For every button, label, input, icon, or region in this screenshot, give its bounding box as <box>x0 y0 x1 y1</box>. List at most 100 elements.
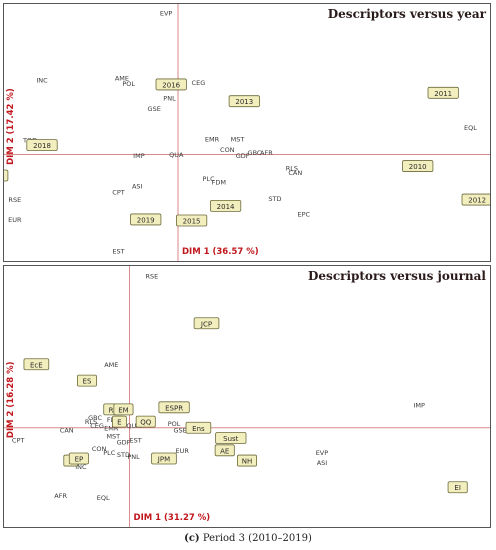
descriptor-label: EQL <box>464 124 477 132</box>
descriptor-label: GBC <box>248 149 262 157</box>
category-marker: AE <box>214 444 235 457</box>
descriptor-label: RLS <box>85 418 97 426</box>
descriptor-label: CAN <box>288 169 302 177</box>
descriptor-label: GDF <box>236 152 250 160</box>
descriptor-label: EVP <box>316 449 329 457</box>
x-axis-label: DIM 1 (36.57 %) <box>182 247 259 257</box>
category-label: 2014 <box>217 203 235 211</box>
descriptor-label: STD <box>117 451 130 459</box>
descriptor-label: EPC <box>298 211 311 219</box>
chart-panel-year: Descriptors versus year DIM 1 (36.57 %) D… <box>3 3 491 262</box>
category-label: EcE <box>30 361 43 369</box>
descriptor-label: INC <box>36 77 48 85</box>
descriptor-label: GSE <box>148 105 161 113</box>
caption-text: Period 3 (2010–2019) <box>202 533 312 544</box>
category-marker: 2016 <box>155 78 187 91</box>
category-label: JCP <box>200 320 212 328</box>
category-marker: E <box>112 415 127 428</box>
category-label: ESPR <box>165 404 183 412</box>
descriptor-label: ASI <box>132 182 143 190</box>
descriptor-label: CON <box>220 146 235 154</box>
category-label: NH <box>242 458 253 466</box>
chart-title: Descriptors versus year <box>327 7 486 21</box>
category-marker: Sust <box>215 432 247 444</box>
descriptor-label: EMR <box>104 424 119 432</box>
descriptor-label: PLC <box>103 449 116 457</box>
category-marker: 2014 <box>209 199 242 212</box>
descriptor-label: GDF <box>117 439 131 447</box>
descriptor-label: EUR <box>176 447 190 455</box>
chart-plot-journal: DIM 1 (31.27 %) DIM 2 (16.28 %) RSE AME IMP G… <box>4 266 490 527</box>
descriptor-label: EST <box>129 437 141 445</box>
category-label: Ens <box>192 425 205 433</box>
category-marker: ESPR <box>158 401 190 414</box>
category-marker: 2017 <box>4 169 9 182</box>
category-marker: QQ <box>135 415 156 428</box>
category-marker: ES <box>76 374 97 387</box>
y-axis-label: DIM 2 (16.28 %) <box>6 361 16 438</box>
category-label: JPM <box>157 456 170 464</box>
category-label: 2019 <box>137 216 155 224</box>
category-marker: 2012 <box>461 193 490 206</box>
category-label: E <box>117 419 121 427</box>
category-label: QQ <box>140 419 152 427</box>
descriptor-label: IMP <box>133 152 145 160</box>
descriptor-label: MST <box>106 432 120 440</box>
descriptor-label: RSE <box>145 273 158 281</box>
descriptor-label: AFR <box>260 149 273 157</box>
category-marker: 2013 <box>228 95 260 108</box>
descriptor-label: POL <box>168 420 181 428</box>
category-marker: EcE <box>23 358 50 371</box>
descriptor-label: RLS <box>286 165 298 173</box>
category-marker: 2018 <box>26 139 58 152</box>
descriptor-label: MST <box>231 135 245 143</box>
descriptor-label: AME <box>104 361 118 369</box>
category-marker: JPM <box>151 452 177 465</box>
chart-panel-journal: Descriptors versus journal DIM 1 (31.27 … <box>3 265 491 528</box>
descriptor-label: GBC <box>88 414 102 422</box>
descriptor-label: CPT <box>112 189 124 197</box>
chart-title: Descriptors versus journal <box>308 269 486 283</box>
category-label: EI <box>454 484 461 492</box>
descriptor-label: CAN <box>60 426 74 434</box>
descriptor-label: POL <box>122 80 135 88</box>
descriptor-label: FDM <box>212 178 226 186</box>
category-label: EP <box>75 456 84 464</box>
category-marker: EI <box>447 481 468 494</box>
descriptor-label: CPT <box>12 437 24 445</box>
category-label: ES <box>83 378 92 386</box>
category-label: Sust <box>223 435 239 443</box>
descriptor-label: CEG <box>192 79 206 87</box>
category-label: 2011 <box>434 90 452 98</box>
category-marker: 2011 <box>427 86 459 99</box>
category-marker: 2019 <box>130 213 162 226</box>
descriptor-label: PNL <box>163 95 176 103</box>
category-marker: NH <box>237 454 258 467</box>
descriptor-label: CON <box>92 445 107 453</box>
category-label: 2018 <box>33 142 51 150</box>
category-label: AE <box>220 447 229 455</box>
descriptor-label: IMP <box>413 402 425 410</box>
category-label: EM <box>118 406 128 414</box>
category-marker: Ens <box>185 421 212 434</box>
category-marker: EP <box>68 452 89 465</box>
descriptor-label: PNL <box>127 453 140 461</box>
category-label: 2012 <box>468 197 486 205</box>
category-label: 2010 <box>409 163 427 171</box>
category-marker: EM <box>113 403 134 416</box>
descriptor-label: AFR <box>54 492 67 500</box>
descriptor-label: PLC <box>203 175 216 183</box>
category-marker: 2015 <box>175 214 208 227</box>
category-marker: 2010 <box>402 160 434 172</box>
x-axis-label: DIM 1 (31.27 %) <box>134 513 211 523</box>
descriptor-label: QUA <box>169 151 184 159</box>
category-label: 2013 <box>235 98 253 106</box>
descriptor-label: ASI <box>317 459 328 467</box>
descriptor-label: STD <box>268 195 281 203</box>
caption-label: (c) <box>184 533 200 544</box>
category-marker: JCP <box>193 317 220 330</box>
descriptor-label: EQL <box>97 494 110 502</box>
descriptor-label: EST <box>112 247 124 255</box>
descriptor-label: EUR <box>8 216 22 224</box>
